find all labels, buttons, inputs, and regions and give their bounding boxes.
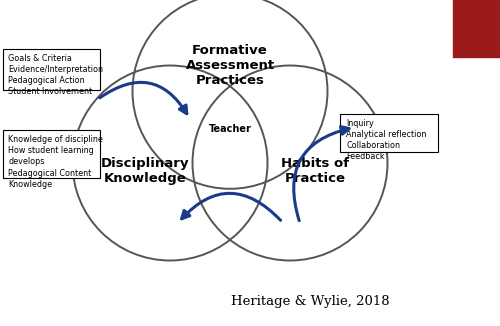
FancyBboxPatch shape bbox=[2, 130, 100, 178]
Text: Teacher: Teacher bbox=[208, 124, 252, 134]
FancyBboxPatch shape bbox=[2, 49, 100, 90]
Text: Knowledge of discipline
How student learning
develops
Pedagogical Content
Knowle: Knowledge of discipline How student lear… bbox=[8, 135, 104, 189]
Text: Habits of
Practice: Habits of Practice bbox=[281, 157, 349, 185]
Text: Disciplinary
Knowledge: Disciplinary Knowledge bbox=[101, 157, 189, 185]
FancyBboxPatch shape bbox=[340, 114, 438, 152]
Text: Goals & Criteria
Evidence/Interpretation
Pedagogical Action
Student Involvement: Goals & Criteria Evidence/Interpretation… bbox=[8, 54, 104, 96]
Text: Inquiry
Analytical reflection
Collaboration
Feedback: Inquiry Analytical reflection Collaborat… bbox=[346, 119, 426, 161]
Text: Heritage & Wylie, 2018: Heritage & Wylie, 2018 bbox=[230, 295, 390, 308]
Bar bbox=[453, 0, 500, 57]
Text: Formative
Assessment
Practices: Formative Assessment Practices bbox=[186, 44, 274, 87]
